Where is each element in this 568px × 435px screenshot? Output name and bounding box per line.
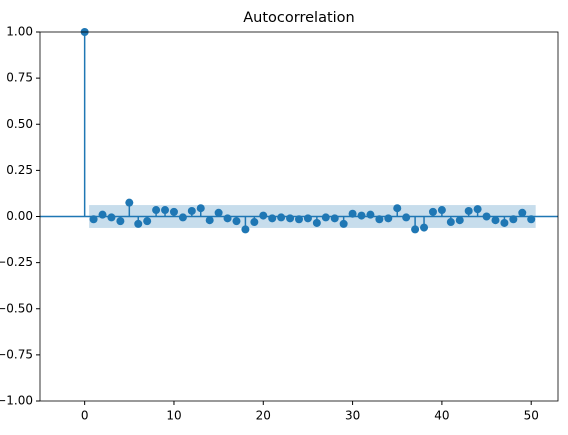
marker: [357, 211, 366, 220]
marker: [339, 219, 348, 228]
marker: [169, 207, 178, 216]
marker: [232, 217, 241, 226]
marker: [428, 207, 437, 216]
y-tick-label: −1.00: [0, 394, 33, 408]
y-tick-label: −0.50: [0, 301, 33, 315]
y-tick-label: 0.25: [6, 163, 33, 177]
marker: [268, 214, 277, 223]
marker: [527, 215, 536, 224]
marker: [402, 213, 411, 222]
marker: [348, 209, 357, 218]
x-tick-label: 10: [166, 409, 181, 423]
y-tick-label: 1.00: [6, 25, 33, 39]
marker: [143, 217, 152, 226]
marker: [134, 219, 143, 228]
marker: [473, 205, 482, 214]
marker: [366, 210, 375, 219]
marker: [89, 215, 98, 224]
marker: [286, 214, 295, 223]
marker: [259, 211, 268, 220]
y-tick-label: 0.50: [6, 117, 33, 131]
x-tick-label: 30: [345, 409, 360, 423]
marker: [411, 225, 420, 234]
marker: [330, 214, 339, 223]
marker: [295, 215, 303, 224]
marker: [187, 206, 196, 215]
x-tick-label: 0: [81, 409, 89, 423]
marker: [509, 215, 518, 224]
x-tick-label: 50: [524, 409, 539, 423]
marker: [420, 223, 429, 232]
marker: [491, 216, 500, 225]
chart-title: Autocorrelation: [243, 10, 354, 26]
x-tick-label: 20: [256, 409, 271, 423]
marker: [303, 214, 312, 223]
marker: [518, 208, 527, 217]
marker: [161, 206, 170, 215]
x-tick-label: 40: [434, 409, 449, 423]
y-tick-label: −0.75: [0, 347, 33, 361]
marker: [125, 198, 134, 207]
marker: [250, 218, 259, 227]
marker: [214, 208, 223, 217]
marker: [455, 216, 464, 225]
marker: [241, 225, 250, 234]
marker: [437, 206, 446, 215]
y-tick-label: 0.00: [6, 209, 33, 223]
marker: [312, 218, 321, 227]
marker: [321, 213, 330, 222]
marker: [205, 216, 214, 225]
marker: [116, 217, 125, 226]
marker: [500, 218, 509, 227]
marker: [152, 206, 161, 215]
marker: [375, 215, 384, 224]
marker: [464, 206, 473, 215]
y-tick-label: −0.25: [0, 255, 33, 269]
y-tick-label: 0.75: [6, 71, 33, 85]
axes-frame: [39, 31, 559, 402]
marker: [277, 213, 286, 222]
marker: [482, 212, 491, 221]
marker: [384, 214, 393, 223]
marker: [98, 210, 107, 219]
marker: [446, 218, 455, 227]
marker: [393, 204, 402, 213]
marker: [223, 214, 232, 223]
marker: [178, 213, 187, 222]
marker: [107, 213, 116, 222]
marker: [196, 204, 205, 213]
